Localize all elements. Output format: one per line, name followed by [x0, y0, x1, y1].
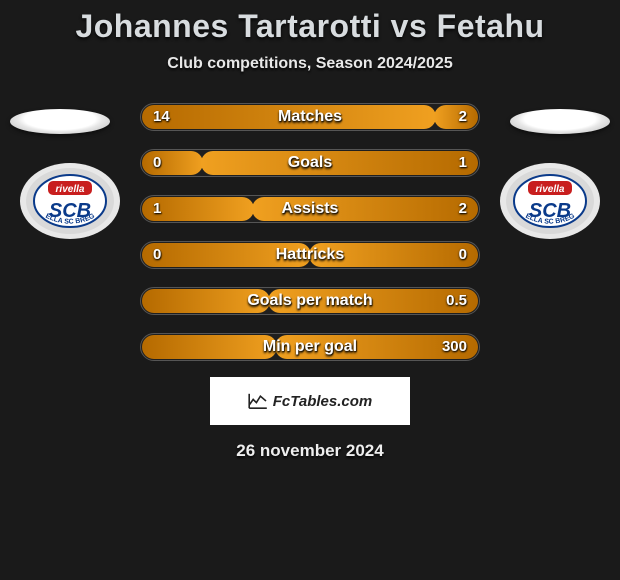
page-subtitle: Club competitions, Season 2024/2025	[0, 55, 620, 73]
stat-label: Hattricks	[141, 242, 479, 269]
stat-row: 0.5Goals per match	[140, 287, 480, 315]
club-badge-right-icon: rivella SCB ELLA SC BREG	[500, 163, 600, 239]
badge-top-text: rivella	[56, 184, 85, 195]
page-container: Johannes Tartarotti vs Fetahu Club compe…	[0, 0, 620, 580]
stat-label: Matches	[141, 104, 479, 131]
player-left-avatar-icon	[10, 109, 110, 134]
badge-top-text: rivella	[536, 184, 565, 195]
club-badge-left-icon: rivella SCB ELLA SC BREG	[20, 163, 120, 239]
date-text: 26 november 2024	[0, 441, 620, 461]
stat-row: 300Min per goal	[140, 333, 480, 361]
club-badge-svg: rivella SCB ELLA SC BREG	[500, 163, 600, 239]
fctables-logo-icon	[248, 393, 268, 409]
stat-label: Goals	[141, 150, 479, 177]
page-title: Johannes Tartarotti vs Fetahu	[0, 8, 620, 45]
stat-row: 142Matches	[140, 103, 480, 131]
footer-brand-box: FcTables.com	[210, 377, 410, 425]
stat-label: Min per goal	[141, 334, 479, 361]
player-right-avatar-icon	[510, 109, 610, 134]
stat-row: 12Assists	[140, 195, 480, 223]
stat-label: Assists	[141, 196, 479, 223]
stat-row: 01Goals	[140, 149, 480, 177]
footer-brand-text: FcTables.com	[273, 393, 372, 410]
club-badge-svg: rivella SCB ELLA SC BREG	[20, 163, 120, 239]
stat-row: 00Hattricks	[140, 241, 480, 269]
stat-label: Goals per match	[141, 288, 479, 315]
stats-list: 142Matches 01Goals 12Assists 00Hattricks 0.5…	[140, 103, 480, 379]
